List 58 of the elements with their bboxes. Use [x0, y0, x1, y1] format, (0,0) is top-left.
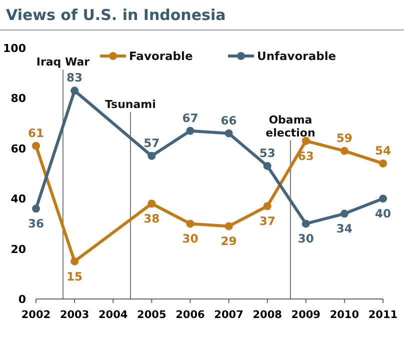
data-label: 67 [182, 110, 198, 125]
y-tick-label: 20 [10, 242, 26, 256]
ref-line-label: Iraq War [36, 56, 90, 69]
x-tick-label: 2002 [21, 309, 51, 321]
data-label: 37 [259, 214, 276, 228]
legend-label: Unfavorable [257, 49, 336, 63]
data-label: 57 [144, 136, 160, 150]
data-label: 63 [298, 148, 314, 163]
y-tick-label: 80 [10, 92, 26, 106]
point [340, 146, 348, 155]
data-label: 29 [220, 234, 237, 248]
x-tick-label: 2009 [291, 309, 321, 321]
x-tick-label: 2006 [176, 309, 205, 321]
point [263, 162, 272, 170]
x-tick-label: 2004 [98, 309, 128, 321]
x-tick-label: 2011 [368, 309, 398, 321]
point [148, 152, 156, 160]
chart-title: Views of U.S. in Indonesia [6, 6, 226, 24]
point [379, 194, 387, 203]
data-label: 30 [298, 232, 314, 246]
y-tick-label: 60 [10, 142, 26, 156]
data-label: 40 [374, 206, 392, 221]
point [148, 200, 156, 208]
point [263, 202, 272, 210]
data-label: 59 [336, 130, 352, 145]
data-label: 34 [336, 222, 352, 236]
point [302, 136, 310, 145]
y-tick-label: 0 [18, 293, 26, 306]
y-tick-label: 100 [3, 42, 26, 55]
data-label: 30 [182, 232, 198, 246]
point [186, 126, 194, 135]
point [340, 210, 348, 218]
point [224, 222, 233, 230]
x-tick-label: 2010 [330, 309, 360, 321]
point [70, 257, 79, 266]
x-tick-label: 2008 [252, 309, 282, 321]
data-label: 36 [28, 216, 44, 231]
point [302, 220, 310, 228]
point [70, 86, 79, 95]
data-label: 38 [144, 212, 160, 226]
data-label: 83 [66, 70, 83, 85]
y-tick-label: 40 [10, 192, 26, 206]
data-label: 54 [374, 143, 392, 158]
x-tick-label: 2005 [137, 309, 166, 321]
point [32, 142, 40, 150]
data-label: 15 [66, 269, 83, 284]
data-label: 53 [259, 146, 276, 160]
point [186, 220, 194, 228]
point [379, 159, 387, 168]
ref-line-label: Obama election [266, 113, 316, 140]
point [32, 204, 40, 213]
x-tick-label: 2003 [60, 309, 90, 321]
data-label: 61 [28, 126, 44, 140]
point [224, 129, 233, 138]
ref-line-label: Tsunami [105, 98, 156, 112]
x-tick-label: 2007 [214, 309, 244, 321]
data-label: 66 [220, 113, 237, 128]
legend-label: Favorable [129, 49, 193, 63]
